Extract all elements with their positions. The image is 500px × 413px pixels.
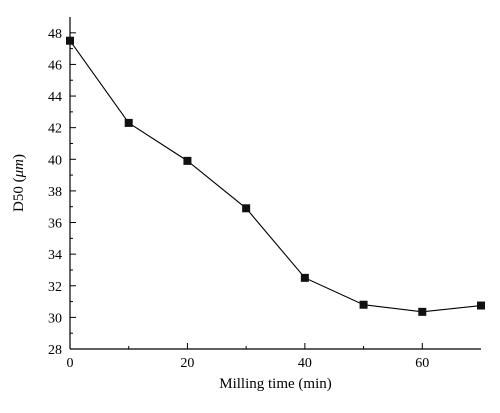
y-tick-label: 32 — [48, 280, 62, 295]
data-point — [477, 301, 485, 310]
y-tick-label: 44 — [48, 90, 62, 105]
data-point — [359, 300, 368, 309]
x-tick-label: 40 — [298, 356, 312, 371]
y-axis-title-prefix: D50 ( — [11, 177, 27, 212]
y-axis-title-unit: μm — [11, 159, 27, 179]
x-axis-title: Milling time (min) — [219, 376, 332, 392]
y-tick-label: 40 — [48, 153, 62, 168]
x-tick-label: 20 — [180, 356, 194, 371]
data-point — [183, 156, 192, 165]
data-series — [66, 36, 485, 316]
y-tick-label: 48 — [48, 27, 62, 42]
y-tick-label: 36 — [48, 217, 62, 232]
ticks: 28 30 32 34 36 38 40 42 44 46 48 0 20 40 60 — [48, 27, 429, 371]
y-tick-label: 28 — [48, 343, 62, 358]
y-tick-label: 30 — [48, 311, 62, 326]
data-point — [66, 36, 74, 45]
y-tick-label: 42 — [48, 122, 62, 137]
y-axis-title-suffix: ) — [11, 154, 27, 159]
data-point — [124, 118, 133, 127]
data-point — [242, 204, 251, 213]
y-tick-label: 46 — [48, 58, 62, 73]
x-tick-label: 0 — [67, 356, 74, 371]
y-tick-label: 38 — [48, 185, 62, 200]
data-point — [300, 273, 309, 282]
axes — [69, 17, 481, 350]
series-line — [69, 40, 482, 313]
data-point — [418, 307, 427, 316]
y-tick-label: 34 — [48, 248, 62, 263]
y-axis-title: D50 (μm) — [11, 154, 27, 212]
x-tick-label: 60 — [415, 356, 429, 371]
